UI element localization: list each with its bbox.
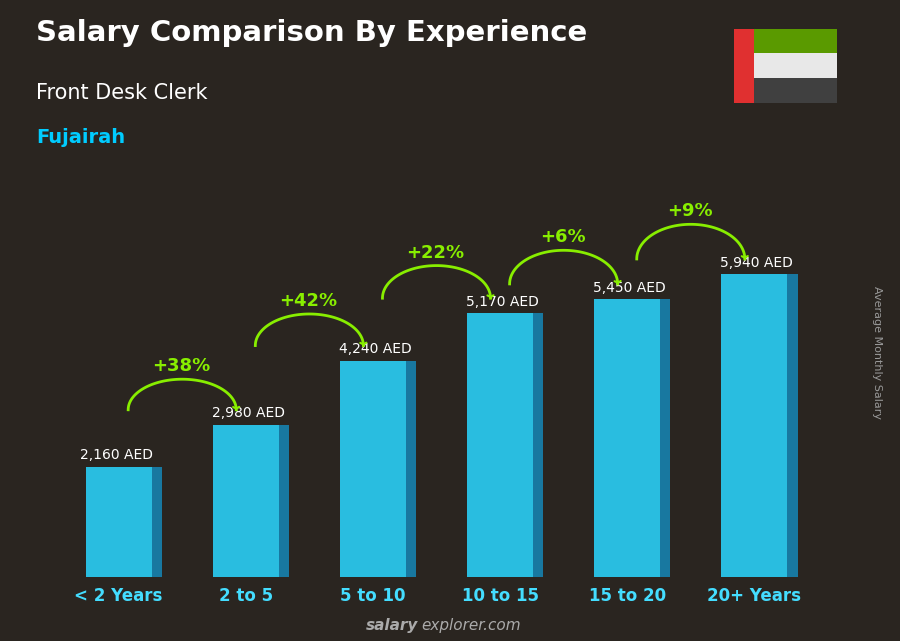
Text: Fujairah: Fujairah	[36, 128, 125, 147]
Text: +42%: +42%	[279, 292, 338, 310]
Bar	[754, 29, 837, 53]
Bar	[754, 53, 837, 78]
Text: Front Desk Clerk: Front Desk Clerk	[36, 83, 208, 103]
Text: 2,160 AED: 2,160 AED	[79, 448, 153, 462]
Text: Average Monthly Salary: Average Monthly Salary	[872, 286, 883, 419]
Text: 5,450 AED: 5,450 AED	[593, 281, 666, 295]
Bar	[754, 78, 837, 103]
Text: explorer.com: explorer.com	[421, 619, 521, 633]
Bar	[152, 467, 162, 577]
Bar	[533, 313, 544, 577]
Text: 4,240 AED: 4,240 AED	[339, 342, 412, 356]
Text: +9%: +9%	[667, 203, 713, 221]
Text: Salary Comparison By Experience: Salary Comparison By Experience	[36, 19, 587, 47]
Bar	[661, 299, 670, 577]
Bar	[467, 313, 533, 577]
Bar	[340, 361, 406, 577]
Bar	[212, 425, 279, 577]
Text: 5,170 AED: 5,170 AED	[466, 295, 539, 309]
Text: +22%: +22%	[407, 244, 464, 262]
Bar	[734, 29, 754, 103]
Bar	[86, 467, 152, 577]
Bar	[721, 274, 788, 577]
Bar	[406, 361, 416, 577]
Bar	[594, 299, 661, 577]
Text: 5,940 AED: 5,940 AED	[721, 256, 793, 270]
Text: salary: salary	[366, 619, 418, 633]
Bar	[279, 425, 289, 577]
Text: 2,980 AED: 2,980 AED	[212, 406, 284, 420]
Text: +38%: +38%	[152, 357, 211, 375]
Text: +6%: +6%	[540, 228, 586, 246]
Bar	[788, 274, 797, 577]
